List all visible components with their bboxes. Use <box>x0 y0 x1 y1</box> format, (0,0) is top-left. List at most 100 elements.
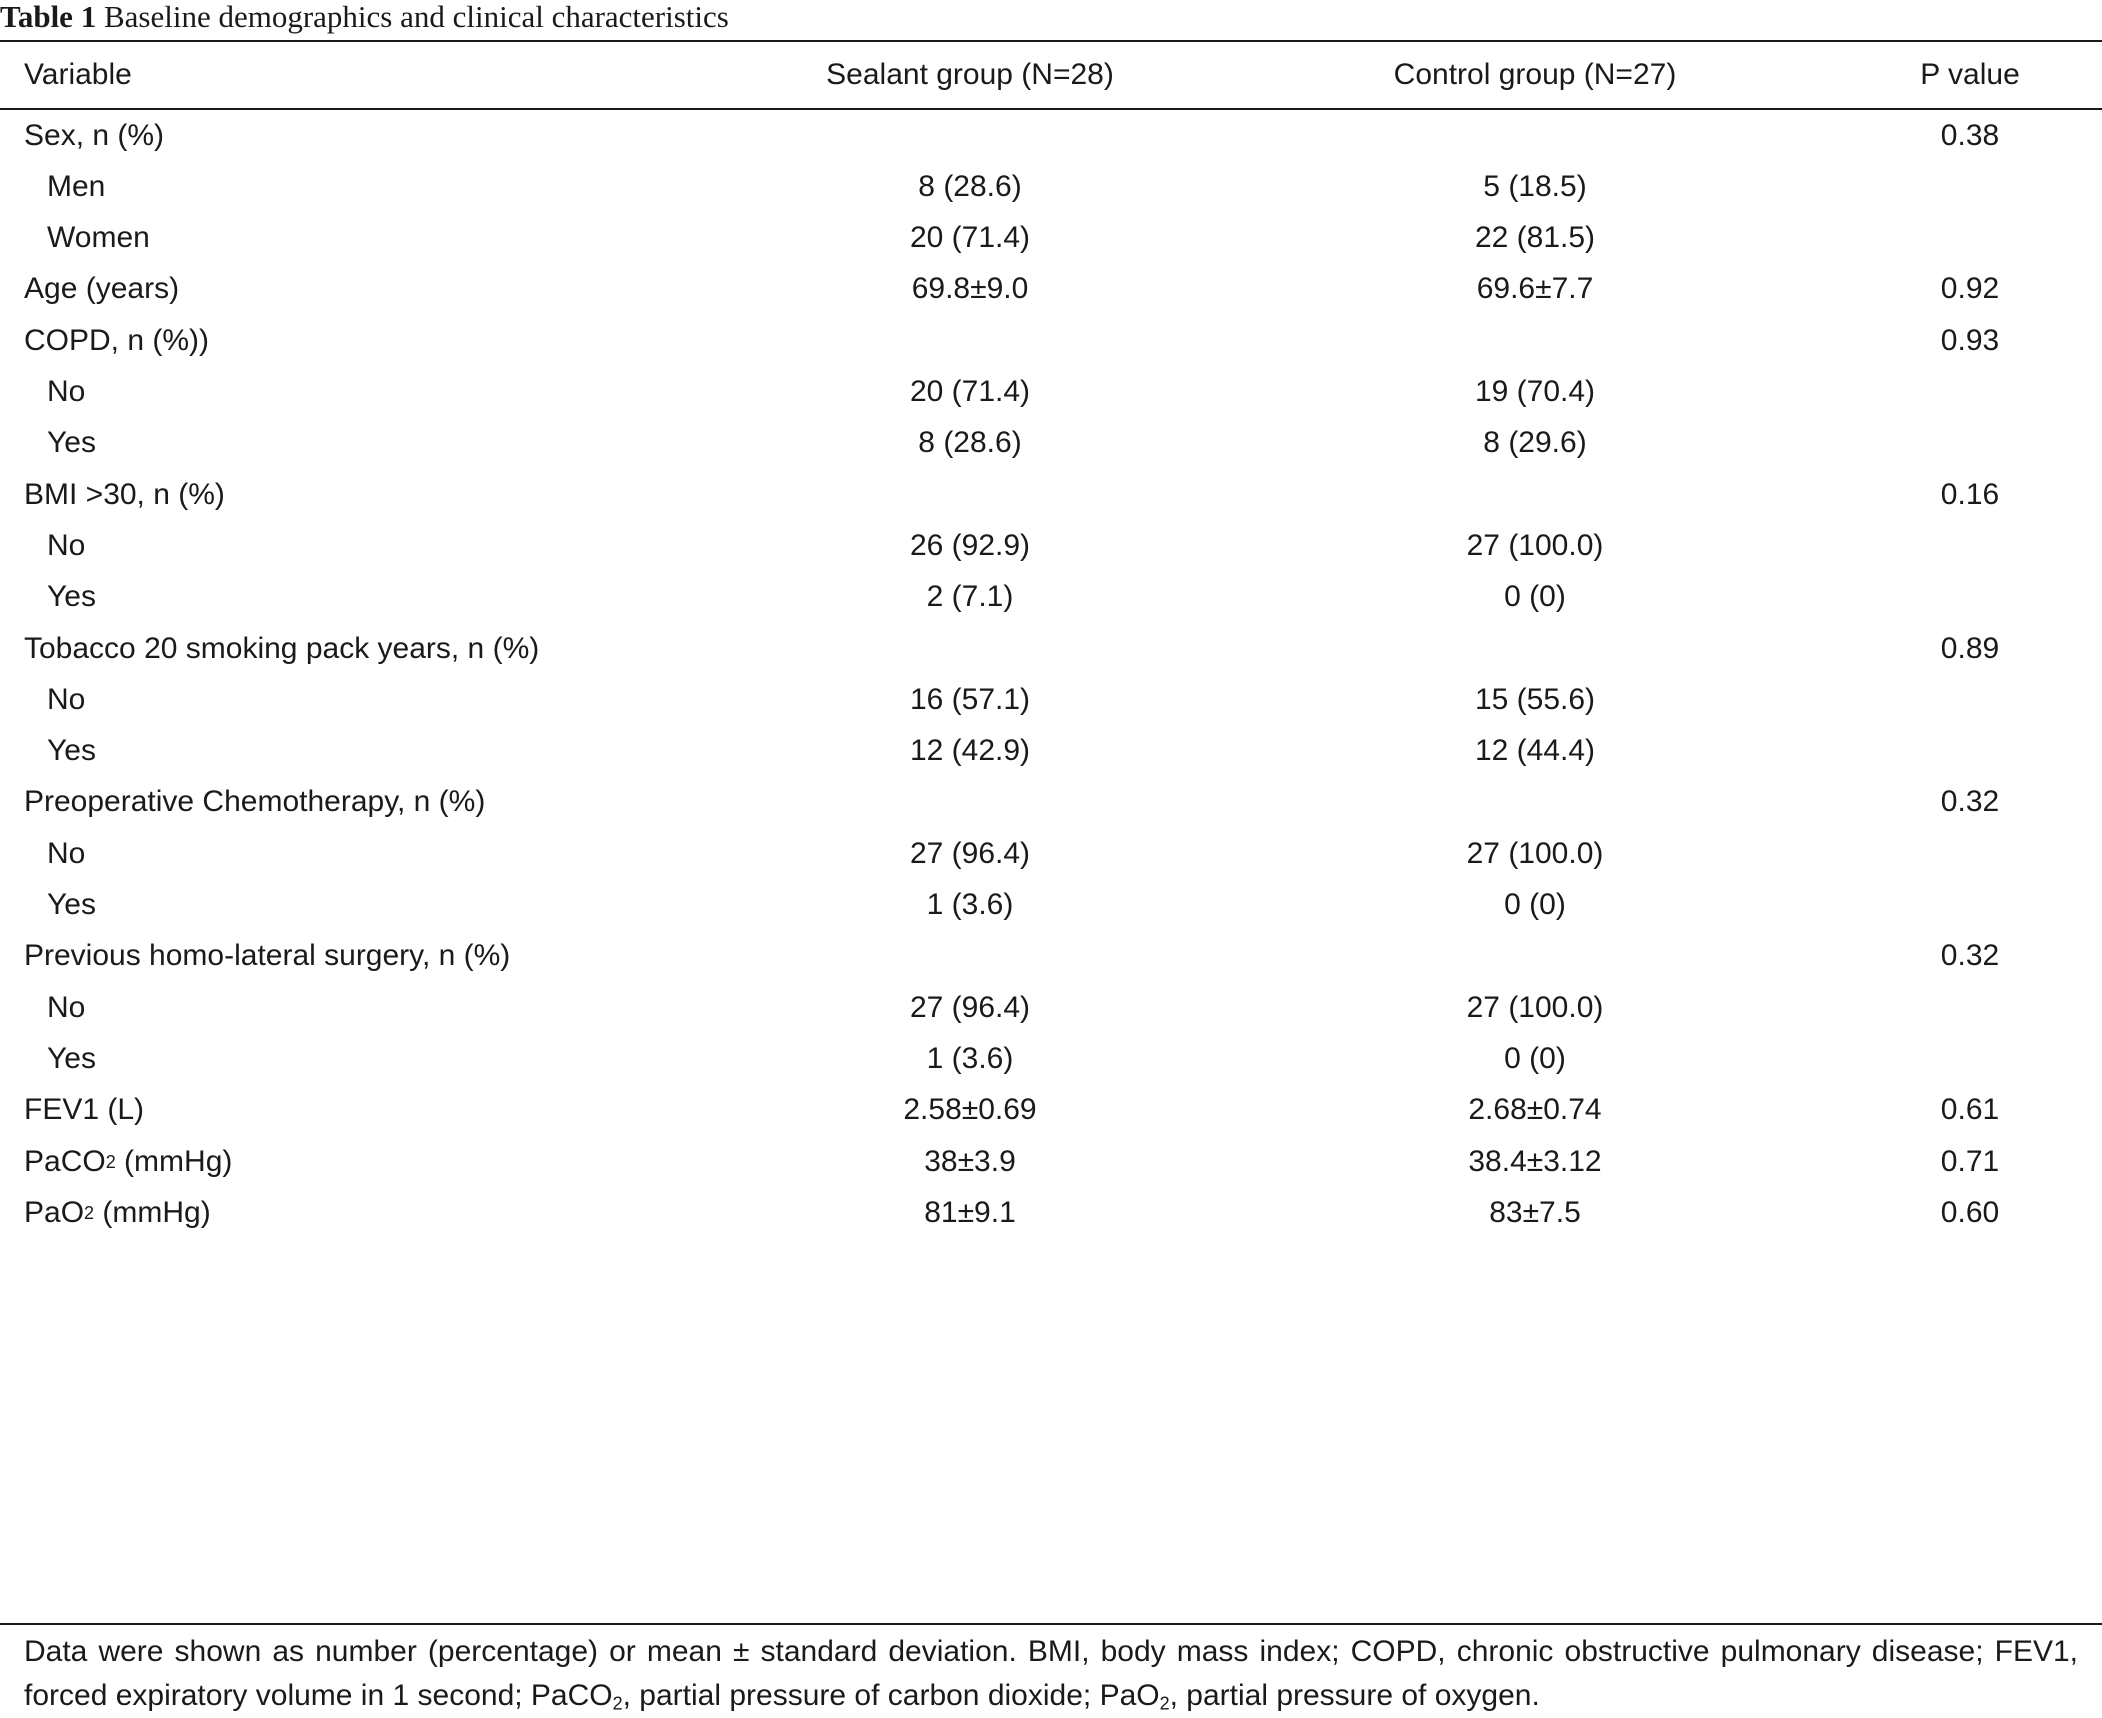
cell-control: 19 (70.4) <box>1474 375 1596 408</box>
cell-variable-suffix: (mmHg) <box>94 1195 211 1229</box>
cell-control: 12 (44.4) <box>1474 734 1596 768</box>
cell-variable-text: No <box>47 836 86 870</box>
cell-variable-text: No <box>47 682 86 716</box>
table-row: Yes 8 (28.6) 8 (29.6) <box>0 409 2102 478</box>
cell-sealant: 2.58±0.69 <box>903 1093 1037 1127</box>
table-row: FEV1 (L) 2.58±0.69 2.68±0.74 0.61 <box>0 1076 2102 1145</box>
table-caption-label: Table 1 <box>0 0 97 34</box>
cell-variable-text: Yes <box>47 580 96 614</box>
cell-p-value: 0.16 <box>1940 477 2000 511</box>
cell-variable: PaO 2 (mmHg) <box>24 1195 211 1229</box>
table-row: No 27 (96.4) 27 (100.0) <box>0 819 2102 888</box>
cell-control: 0 (0) <box>1504 1041 1566 1075</box>
header-control-group: Control group (N=27) <box>1393 58 1677 91</box>
cell-sealant: 16 (57.1) <box>909 682 1031 716</box>
cell-variable-text: No <box>47 375 86 408</box>
table-row: Yes 12 (42.9) 12 (44.4) <box>0 717 2102 786</box>
cell-sealant: 20 (71.4) <box>909 375 1031 408</box>
cell-control: 27 (100.0) <box>1466 528 1604 562</box>
table-row: PaO 2 (mmHg) 81±9.1 83±7.5 0.60 <box>0 1178 2102 1247</box>
cell-p-value: 0.61 <box>1940 1093 2000 1127</box>
cell-sealant: 20 (71.4) <box>909 221 1031 255</box>
table-row: COPD, n (%)) 0.93 <box>0 306 2102 375</box>
table-header-row: Variable Sealant group (N=28) Control gr… <box>0 42 2102 108</box>
cell-sealant: 38±3.9 <box>924 1144 1016 1178</box>
cell-control: 8 (29.6) <box>1483 426 1587 460</box>
table-bottom-rule <box>0 1623 2102 1625</box>
table-row: Tobacco 20 smoking pack years, n (%) 0.89 <box>0 614 2102 683</box>
cell-sealant: 12 (42.9) <box>909 734 1031 768</box>
cell-variable-suffix: (mmHg) <box>115 1144 233 1178</box>
cell-sealant: 2 (7.1) <box>926 580 1014 614</box>
table-row: Previous homo-lateral surgery, n (%) 0.32 <box>0 922 2102 991</box>
cell-control: 27 (100.0) <box>1466 990 1604 1024</box>
cell-variable: No <box>47 358 787 427</box>
cell-variable-text: No <box>47 990 86 1024</box>
cell-variable: Sex, n (%) <box>24 101 764 170</box>
table-row: BMI >30, n (%) 0.16 <box>0 460 2102 529</box>
cell-p-value: 0.92 <box>1940 272 2000 306</box>
footnote-subscript-2: 2 <box>1159 1693 1170 1714</box>
table-row: Yes 2 (7.1) 0 (0) <box>0 563 2102 632</box>
cell-p-value: 0.89 <box>1940 631 2000 665</box>
cell-p-value: 0.32 <box>1940 785 2000 819</box>
cell-variable-text: Sex, n (%) <box>24 118 165 152</box>
cell-variable-text: PaO <box>24 1195 85 1229</box>
cell-sealant: 81±9.1 <box>924 1195 1016 1229</box>
cell-variable-text: Previous homo-lateral surgery, n (%) <box>24 939 511 973</box>
cell-control: 15 (55.6) <box>1474 682 1596 716</box>
cell-variable: Yes <box>47 563 787 632</box>
cell-p-value: 0.71 <box>1940 1144 2000 1178</box>
cell-variable-text: Men <box>47 169 106 203</box>
cell-variable: Women <box>47 204 787 273</box>
cell-variable: Men <box>47 152 787 221</box>
cell-variable: Yes <box>47 409 787 478</box>
table-row: PaCO 2 (mmHg) 38±3.9 38.4±3.12 0.71 <box>0 1127 2102 1196</box>
cell-variable-text: PaCO <box>24 1144 106 1178</box>
table-row: Men 8 (28.6) 5 (18.5) <box>0 152 2102 221</box>
cell-variable: BMI >30, n (%) <box>24 460 764 529</box>
cell-sealant: 26 (92.9) <box>909 528 1031 562</box>
footnote-subscript-1: 2 <box>612 1693 623 1714</box>
cell-control: 5 (18.5) <box>1483 169 1587 203</box>
cell-variable: COPD, n (%)) <box>24 306 764 375</box>
cell-variable-text: Tobacco 20 smoking pack years, n (%) <box>24 631 540 665</box>
cell-variable-text: Yes <box>47 734 96 768</box>
cell-control: 38.4±3.12 <box>1468 1144 1602 1178</box>
cell-control: 22 (81.5) <box>1474 221 1596 255</box>
cell-p-value: 0.38 <box>1940 118 2000 152</box>
cell-variable-text: Yes <box>47 1041 96 1075</box>
footnote-text-1: Data were shown as number (percentage) o… <box>24 1635 2078 1712</box>
cell-variable: Tobacco 20 smoking pack years, n (%) <box>24 614 764 683</box>
table-row: No 27 (96.4) 27 (100.0) <box>0 973 2102 1042</box>
cell-control: 69.6±7.7 <box>1476 272 1594 306</box>
cell-sealant: 27 (96.4) <box>909 836 1031 870</box>
table-caption-text: Baseline demographics and clinical chara… <box>103 0 729 34</box>
table-row: Yes 1 (3.6) 0 (0) <box>0 1024 2102 1093</box>
cell-variable: No <box>47 665 787 734</box>
cell-sealant: 27 (96.4) <box>909 990 1031 1024</box>
cell-variable: Yes <box>47 717 787 786</box>
cell-variable: No <box>47 819 787 888</box>
cell-control: 0 (0) <box>1504 888 1566 921</box>
table-row: Sex, n (%) 0.38 <box>0 101 2102 170</box>
cell-variable: Yes <box>47 871 787 940</box>
table-row: Yes 1 (3.6) 0 (0) <box>0 871 2102 940</box>
cell-variable-text: FEV1 (L) <box>24 1093 145 1127</box>
cell-variable: PaCO 2 (mmHg) <box>24 1144 233 1178</box>
cell-sealant: 8 (28.6) <box>918 169 1022 203</box>
cell-sealant: 69.8±9.0 <box>911 272 1029 306</box>
cell-control: 27 (100.0) <box>1466 836 1604 870</box>
table-row: Preoperative Chemotherapy, n (%) 0.32 <box>0 768 2102 837</box>
table-header-rule <box>0 108 2102 110</box>
header-p-value: P value <box>1920 58 2020 91</box>
table-row: No 20 (71.4) 19 (70.4) <box>0 358 2102 427</box>
table-row: Women 20 (71.4) 22 (81.5) <box>0 204 2102 273</box>
header-sealant-group: Sealant group (N=28) <box>826 58 1114 91</box>
table-top-rule <box>0 40 2102 42</box>
cell-variable-text: Women <box>47 221 150 255</box>
cell-variable: Preoperative Chemotherapy, n (%) <box>24 768 764 837</box>
cell-variable: Previous homo-lateral surgery, n (%) <box>24 922 764 991</box>
cell-sealant: 1 (3.6) <box>926 888 1014 921</box>
